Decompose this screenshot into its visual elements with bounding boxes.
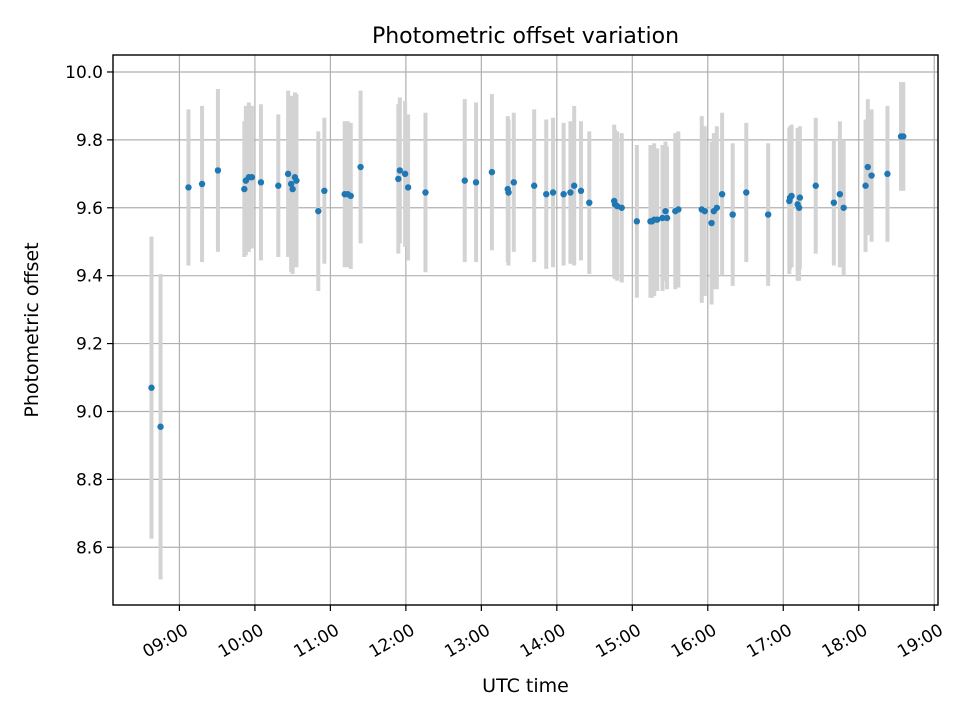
x-axis-label: UTC time (482, 675, 569, 697)
data-point (321, 187, 328, 195)
y-tick-label: 10.0 (65, 63, 103, 83)
y-tick-label: 9.4 (76, 267, 103, 287)
data-point (577, 187, 585, 195)
data-point (148, 384, 155, 391)
data-point (743, 189, 750, 196)
data-point (395, 175, 402, 183)
y-tick-label: 9.0 (76, 402, 103, 422)
data-point (461, 177, 468, 184)
data-point (618, 204, 625, 211)
data-point (663, 214, 671, 222)
data-point (764, 211, 772, 218)
data-point (718, 190, 726, 198)
data-point (713, 204, 721, 211)
data-point (840, 204, 847, 211)
data-point (654, 216, 661, 223)
data-point (185, 184, 192, 191)
data-point (795, 204, 803, 211)
data-point (284, 170, 292, 178)
data-point (289, 185, 296, 193)
data-point (248, 174, 256, 181)
data-point (900, 133, 907, 140)
data-point (404, 184, 412, 191)
data-point (214, 167, 222, 174)
data-point (472, 179, 480, 186)
data-point (257, 179, 265, 186)
data-point (315, 207, 322, 215)
data-point (422, 189, 429, 196)
data-point (633, 218, 641, 225)
data-point (570, 182, 578, 189)
data-point (560, 190, 567, 198)
data-point (884, 170, 891, 178)
plot-frame (112, 54, 939, 606)
data-point (675, 206, 682, 213)
data-point (347, 192, 354, 200)
data-point (836, 190, 844, 198)
data-point (488, 168, 496, 176)
data-point (796, 194, 804, 201)
y-tick-label: 9.6 (76, 199, 103, 219)
data-point (543, 190, 550, 198)
data-point (729, 211, 736, 218)
chart-title: Photometric offset variation (372, 24, 679, 49)
data-point (662, 207, 669, 215)
y-tick-label: 9.2 (76, 335, 103, 355)
data-point (567, 189, 574, 196)
data-point (510, 179, 518, 186)
y-axis-ticks: 8.6 8.8 9.0 9.2 9.4 9.6 9.8 10.0 (65, 63, 113, 558)
data-point (812, 182, 819, 189)
data-point (659, 214, 666, 222)
y-tick-label: 9.8 (76, 131, 103, 151)
data-point (586, 199, 593, 206)
data-point (868, 172, 875, 179)
data-point (862, 182, 869, 189)
data-point (549, 189, 557, 196)
data-point (505, 189, 512, 196)
data-points (148, 133, 907, 430)
data-point (708, 219, 715, 227)
y-tick-label: 8.6 (76, 538, 103, 558)
data-point (293, 177, 300, 184)
data-point (396, 167, 404, 174)
data-point (241, 185, 248, 193)
data-point (157, 423, 164, 430)
data-point (788, 192, 795, 200)
data-point (830, 199, 838, 206)
data-point (701, 207, 708, 215)
y-tick-label: 8.8 (76, 470, 103, 490)
data-point (275, 182, 282, 189)
data-point (357, 163, 364, 171)
y-axis-label: Photometric offset (21, 242, 43, 417)
data-point (401, 170, 409, 178)
data-point (287, 180, 295, 188)
data-point (864, 163, 872, 171)
data-point (198, 180, 206, 188)
data-point (530, 182, 538, 189)
grid (113, 55, 938, 605)
